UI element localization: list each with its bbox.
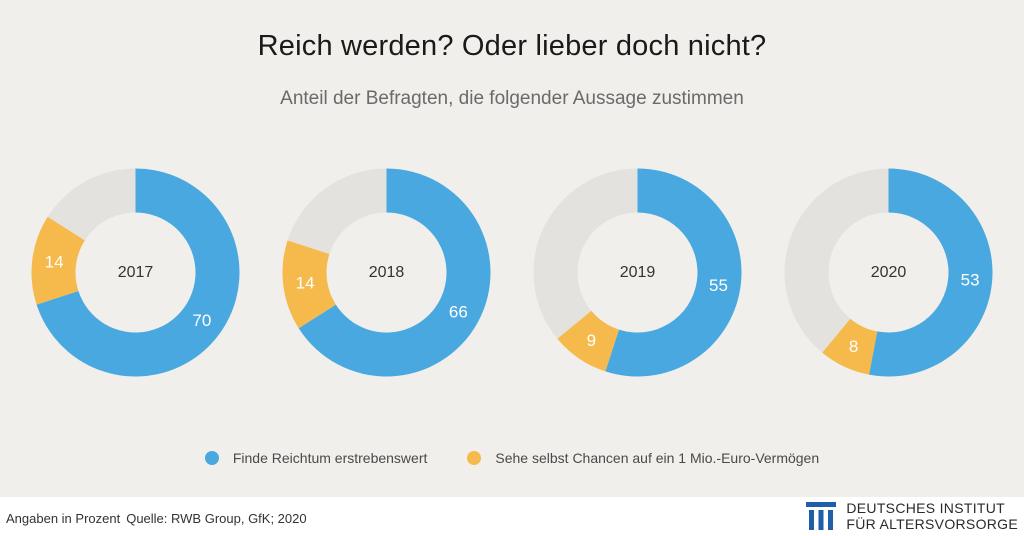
value-label-chancen-2020: 8 — [849, 337, 858, 356]
donut-chart-2018: 66 14 2018 — [282, 168, 491, 377]
value-label-reichtum-2018: 66 — [449, 303, 468, 322]
donut-segment-rest-2019 — [533, 168, 638, 339]
logo-line-1: DEUTSCHES INSTITUT — [846, 500, 1006, 516]
legend-item-chancen: Sehe selbst Chancen auf ein 1 Mio.-Euro-… — [467, 450, 819, 466]
donut-segment-chancen-2017 — [31, 216, 85, 305]
chart-title: Reich werden? Oder lieber doch nicht? — [257, 30, 767, 62]
institute-logo-icon — [806, 502, 837, 530]
donut-segment-chancen-2019 — [557, 310, 619, 372]
legend: Finde Reichtum erstrebenswert Sehe selbs… — [0, 450, 1024, 466]
value-label-reichtum-2017: 70 — [192, 311, 211, 330]
donut-chart-2019: 55 9 2019 — [533, 168, 742, 377]
donut-chart-2017: 70 14 2017 — [31, 168, 240, 377]
value-label-chancen-2019: 9 — [587, 331, 596, 350]
source-note: Quelle: RWB Group, GfK; 2020 — [126, 511, 307, 526]
year-label-2019: 2019 — [620, 264, 656, 281]
logo-line-2: FÜR ALTERSVORSORGE — [846, 516, 1018, 532]
logo-text: DEUTSCHES INSTITUT FÜR ALTERSVORSORGE — [846, 500, 1018, 532]
value-label-reichtum-2019: 55 — [709, 276, 728, 295]
donut-segment-reichtum-2018 — [298, 168, 491, 377]
year-label-2020: 2020 — [871, 264, 907, 281]
footnote: Angaben in Prozent Quelle: RWB Group, GfK… — [6, 511, 307, 526]
donut-segment-rest-2018 — [287, 168, 387, 254]
donut-charts: 70 14 2017 66 14 2018 55 9 2019 53 8 2020 — [0, 160, 1024, 400]
footer: Angaben in Prozent Quelle: RWB Group, GfK… — [0, 497, 1024, 536]
value-label-reichtum-2020: 53 — [961, 271, 980, 290]
value-label-chancen-2017: 14 — [45, 253, 64, 272]
legend-dot-blue — [204, 451, 219, 465]
year-label-2018: 2018 — [369, 264, 405, 281]
donut-segment-chancen-2018 — [282, 240, 336, 329]
donut-segment-rest-2017 — [47, 168, 136, 241]
donut-chart-2020: 53 8 2020 — [784, 168, 993, 377]
chart-subtitle: Anteil der Befragten, die folgender Auss… — [280, 88, 744, 109]
donut-segment-rest-2020 — [784, 168, 889, 353]
legend-label-chancen: Sehe selbst Chancen auf ein 1 Mio.-Euro-… — [495, 450, 820, 466]
value-label-chancen-2018: 14 — [296, 273, 315, 292]
donut-segment-reichtum-2019 — [605, 168, 742, 377]
legend-item-reichtum: Finde Reichtum erstrebenswert — [204, 450, 428, 466]
year-label-2017: 2017 — [118, 264, 154, 281]
donut-segment-reichtum-2017 — [36, 168, 240, 377]
donut-segment-chancen-2020 — [822, 318, 878, 375]
donut-segment-reichtum-2020 — [869, 168, 993, 377]
dia-logo: DEUTSCHES INSTITUT FÜR ALTERSVORSORGE — [806, 500, 1018, 532]
legend-label-reichtum: Finde Reichtum erstrebenswert — [232, 450, 428, 466]
unit-note: Angaben in Prozent — [6, 511, 121, 526]
legend-dot-orange — [467, 451, 482, 465]
